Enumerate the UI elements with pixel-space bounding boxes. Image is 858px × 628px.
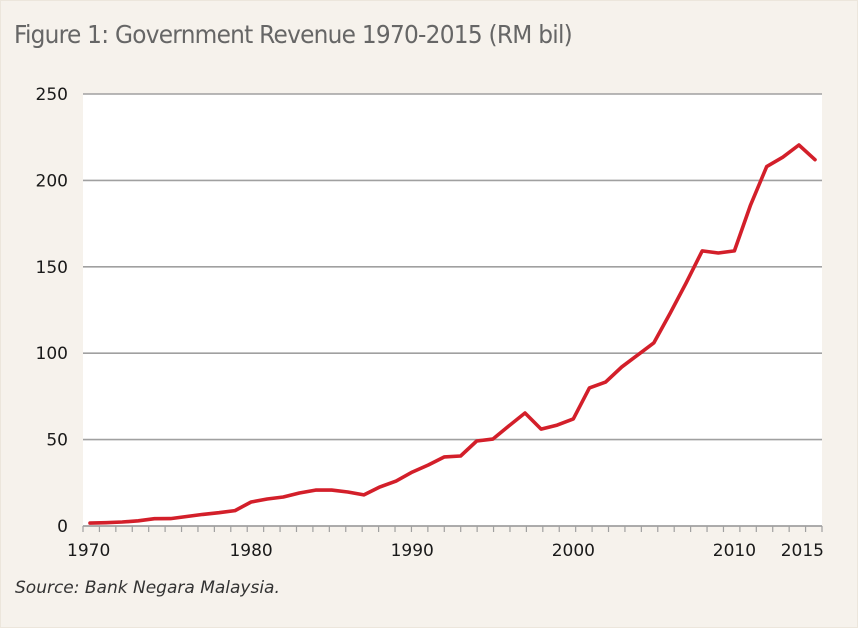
x-axis: 1970 1980 1990 2000 2010 2015 (67, 525, 824, 561)
x-tick-label: 1990 (391, 541, 434, 561)
gridlines (83, 93, 822, 441)
plot-area (83, 94, 822, 526)
source-note: Source: Bank Negara Malaysia. (15, 578, 280, 598)
x-tick-label: 2000 (552, 541, 595, 561)
x-tick-label: 1970 (67, 541, 110, 561)
series-layer (88, 143, 817, 525)
chart-title: Figure 1: Government Revenue 1970-2015 (… (14, 20, 573, 49)
y-axis: 0 50 100 150 200 250 (36, 85, 68, 537)
x-tick-label: 2015 (781, 541, 824, 561)
series-line-revenue (88, 143, 817, 525)
y-tick-label: 100 (36, 344, 68, 364)
y-tick-label: 150 (36, 258, 68, 278)
x-tick-label: 1980 (229, 541, 272, 561)
x-tick-label: 2010 (713, 541, 756, 561)
y-tick-label: 50 (46, 431, 68, 451)
y-tick-label: 200 (36, 171, 68, 191)
y-tick-label: 0 (57, 517, 68, 537)
y-tick-label: 250 (36, 85, 68, 105)
